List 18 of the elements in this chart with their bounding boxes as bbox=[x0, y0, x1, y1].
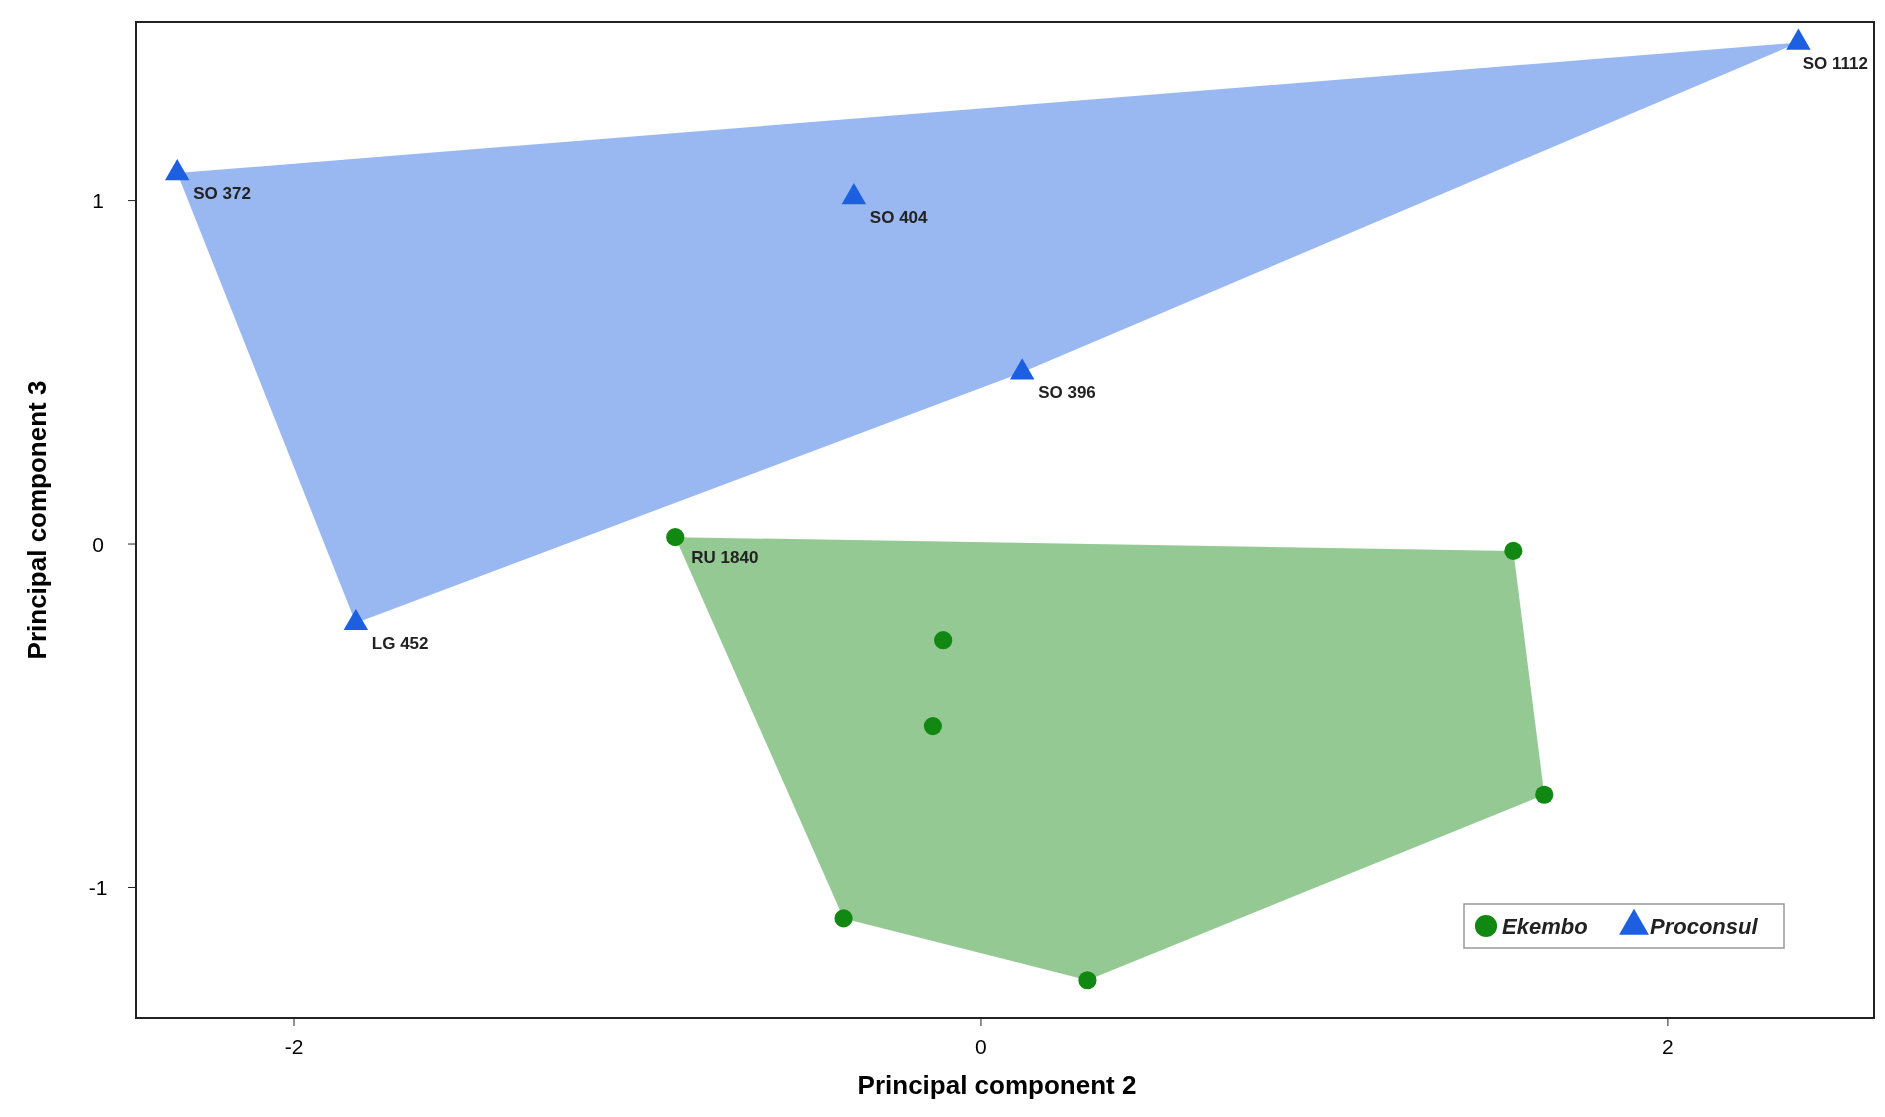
point bbox=[834, 909, 853, 928]
point bbox=[923, 717, 942, 736]
x-tick-label: -2 bbox=[284, 1035, 304, 1058]
point bbox=[1535, 785, 1554, 804]
y-tick-label: 1 bbox=[92, 189, 104, 213]
x-axis-title: Principal component 2 bbox=[857, 1070, 1137, 1100]
annotation: SO 1112 bbox=[1802, 53, 1868, 73]
legend-label: Ekembo bbox=[1502, 913, 1588, 939]
y-tick-label: -1 bbox=[88, 875, 108, 899]
y-tick-label: 0 bbox=[92, 532, 104, 556]
legend-label: Proconsul bbox=[1650, 913, 1759, 939]
point bbox=[934, 631, 953, 650]
x-tick-label: 2 bbox=[1662, 1035, 1674, 1058]
y-axis-title: Principal component 3 bbox=[22, 380, 52, 660]
x-tick-label: 0 bbox=[975, 1035, 987, 1058]
point bbox=[1078, 971, 1097, 990]
point bbox=[1786, 28, 1811, 50]
annotation: LG 452 bbox=[371, 634, 429, 654]
